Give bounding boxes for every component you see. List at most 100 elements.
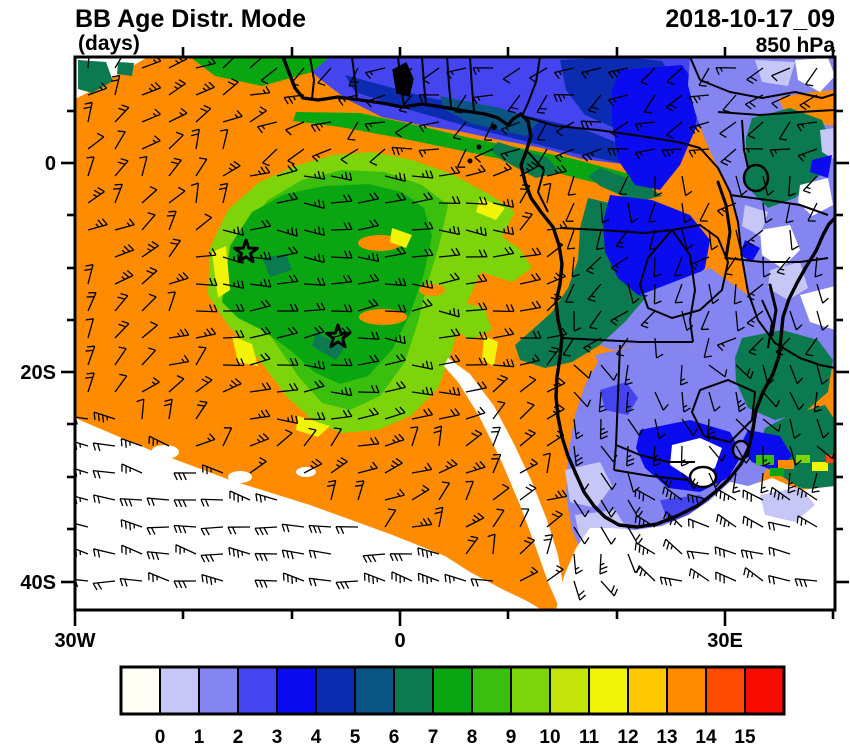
wind-barb bbox=[797, 148, 818, 162]
wind-barb bbox=[222, 57, 238, 69]
wind-barb bbox=[743, 567, 764, 582]
map-region bbox=[800, 286, 835, 330]
country-border bbox=[469, 57, 475, 112]
wind-barb bbox=[114, 104, 130, 123]
wind-barb bbox=[627, 418, 644, 436]
wind-barb bbox=[735, 391, 747, 413]
map-region bbox=[448, 218, 532, 282]
wind-barb bbox=[438, 225, 461, 236]
wind-barb bbox=[733, 283, 742, 305]
wind-barb bbox=[735, 418, 754, 434]
wind-barb bbox=[735, 310, 745, 332]
wind-barb bbox=[708, 445, 726, 462]
wind-barb bbox=[92, 580, 116, 591]
wind-barb bbox=[391, 571, 413, 584]
wind-barb bbox=[519, 211, 533, 231]
wind-barb bbox=[255, 493, 278, 503]
wind-barb bbox=[654, 472, 673, 488]
map-region bbox=[742, 205, 768, 236]
wind-barb bbox=[465, 249, 488, 258]
wind-barb bbox=[276, 246, 299, 258]
wind-barb bbox=[303, 253, 325, 264]
wind-barb bbox=[500, 148, 521, 161]
country-border bbox=[446, 57, 452, 108]
wind-barb bbox=[222, 279, 245, 289]
wind-barb bbox=[744, 94, 764, 110]
wind-barb bbox=[222, 110, 243, 123]
wind-barb bbox=[648, 202, 657, 223]
wind-barb bbox=[139, 155, 148, 177]
wind-barb bbox=[762, 445, 771, 467]
wind-barb bbox=[492, 508, 505, 528]
wind-barb bbox=[553, 67, 575, 79]
wind-barb bbox=[546, 240, 564, 258]
wind-barb bbox=[438, 165, 461, 177]
wind-barb bbox=[472, 94, 494, 105]
wind-barb bbox=[634, 488, 656, 502]
wind-barb bbox=[354, 480, 365, 501]
wind-barb bbox=[438, 247, 461, 258]
wind-barb bbox=[249, 165, 271, 177]
map-region bbox=[117, 62, 134, 76]
wind-barb bbox=[384, 406, 406, 420]
wind-barb bbox=[789, 445, 802, 466]
wind-barb bbox=[433, 425, 443, 447]
wind-barb bbox=[573, 526, 590, 545]
wind-barb bbox=[260, 67, 278, 85]
map-region bbox=[390, 228, 412, 248]
wind-barb bbox=[276, 227, 298, 237]
wind-barb bbox=[688, 94, 710, 104]
colorbar-tick-label: 15 bbox=[734, 727, 756, 748]
wind-barb bbox=[634, 148, 656, 160]
wind-barb bbox=[357, 354, 380, 366]
wind-barb bbox=[114, 270, 134, 285]
wind-barb bbox=[195, 327, 217, 339]
wind-barb bbox=[625, 391, 634, 413]
wind-barb bbox=[635, 565, 656, 582]
wind-barb bbox=[519, 247, 542, 258]
wind-barb bbox=[666, 121, 683, 139]
wind-barb bbox=[330, 171, 353, 181]
wind-barb bbox=[610, 256, 629, 273]
wind-barb bbox=[571, 256, 580, 278]
wind-barb bbox=[465, 226, 487, 237]
wind-barb bbox=[681, 202, 692, 224]
wind-barb bbox=[681, 418, 698, 436]
colorbar-cell bbox=[393, 666, 434, 715]
wind-barb bbox=[492, 198, 515, 208]
wind-barb bbox=[796, 515, 818, 528]
wind-barb bbox=[384, 380, 407, 393]
map-region bbox=[755, 60, 795, 86]
wind-barb bbox=[173, 472, 197, 481]
colorbar-cell bbox=[120, 666, 161, 715]
wind-barb bbox=[573, 364, 592, 379]
wind-barb bbox=[335, 580, 359, 590]
wind-barb bbox=[785, 202, 794, 224]
country-border bbox=[639, 224, 729, 319]
wind-barb bbox=[384, 277, 407, 287]
wind-barb bbox=[222, 378, 242, 393]
country-border bbox=[561, 337, 693, 343]
wind-barb bbox=[715, 488, 737, 502]
wind-barb bbox=[195, 433, 216, 447]
country-border bbox=[521, 115, 701, 149]
wind-barb bbox=[640, 67, 656, 86]
map-region bbox=[151, 445, 179, 459]
wind-barb bbox=[303, 199, 325, 210]
wind-barb bbox=[659, 576, 683, 587]
wind-barb bbox=[411, 279, 434, 289]
wind-barb bbox=[362, 553, 386, 563]
wind-barb bbox=[519, 272, 542, 285]
wind-barb bbox=[802, 175, 818, 194]
wind-barb bbox=[816, 310, 829, 331]
wind-barb bbox=[384, 488, 405, 501]
wind-barb bbox=[168, 238, 181, 258]
wind-barb bbox=[491, 453, 502, 474]
wind-barb bbox=[600, 472, 617, 491]
wind-barb bbox=[168, 272, 189, 285]
lat-tick-label: 20S bbox=[20, 362, 56, 384]
wind-barb bbox=[600, 445, 618, 463]
wind-barb bbox=[553, 93, 575, 102]
wind-barb bbox=[163, 398, 173, 420]
wind-barbs bbox=[75, 57, 835, 601]
